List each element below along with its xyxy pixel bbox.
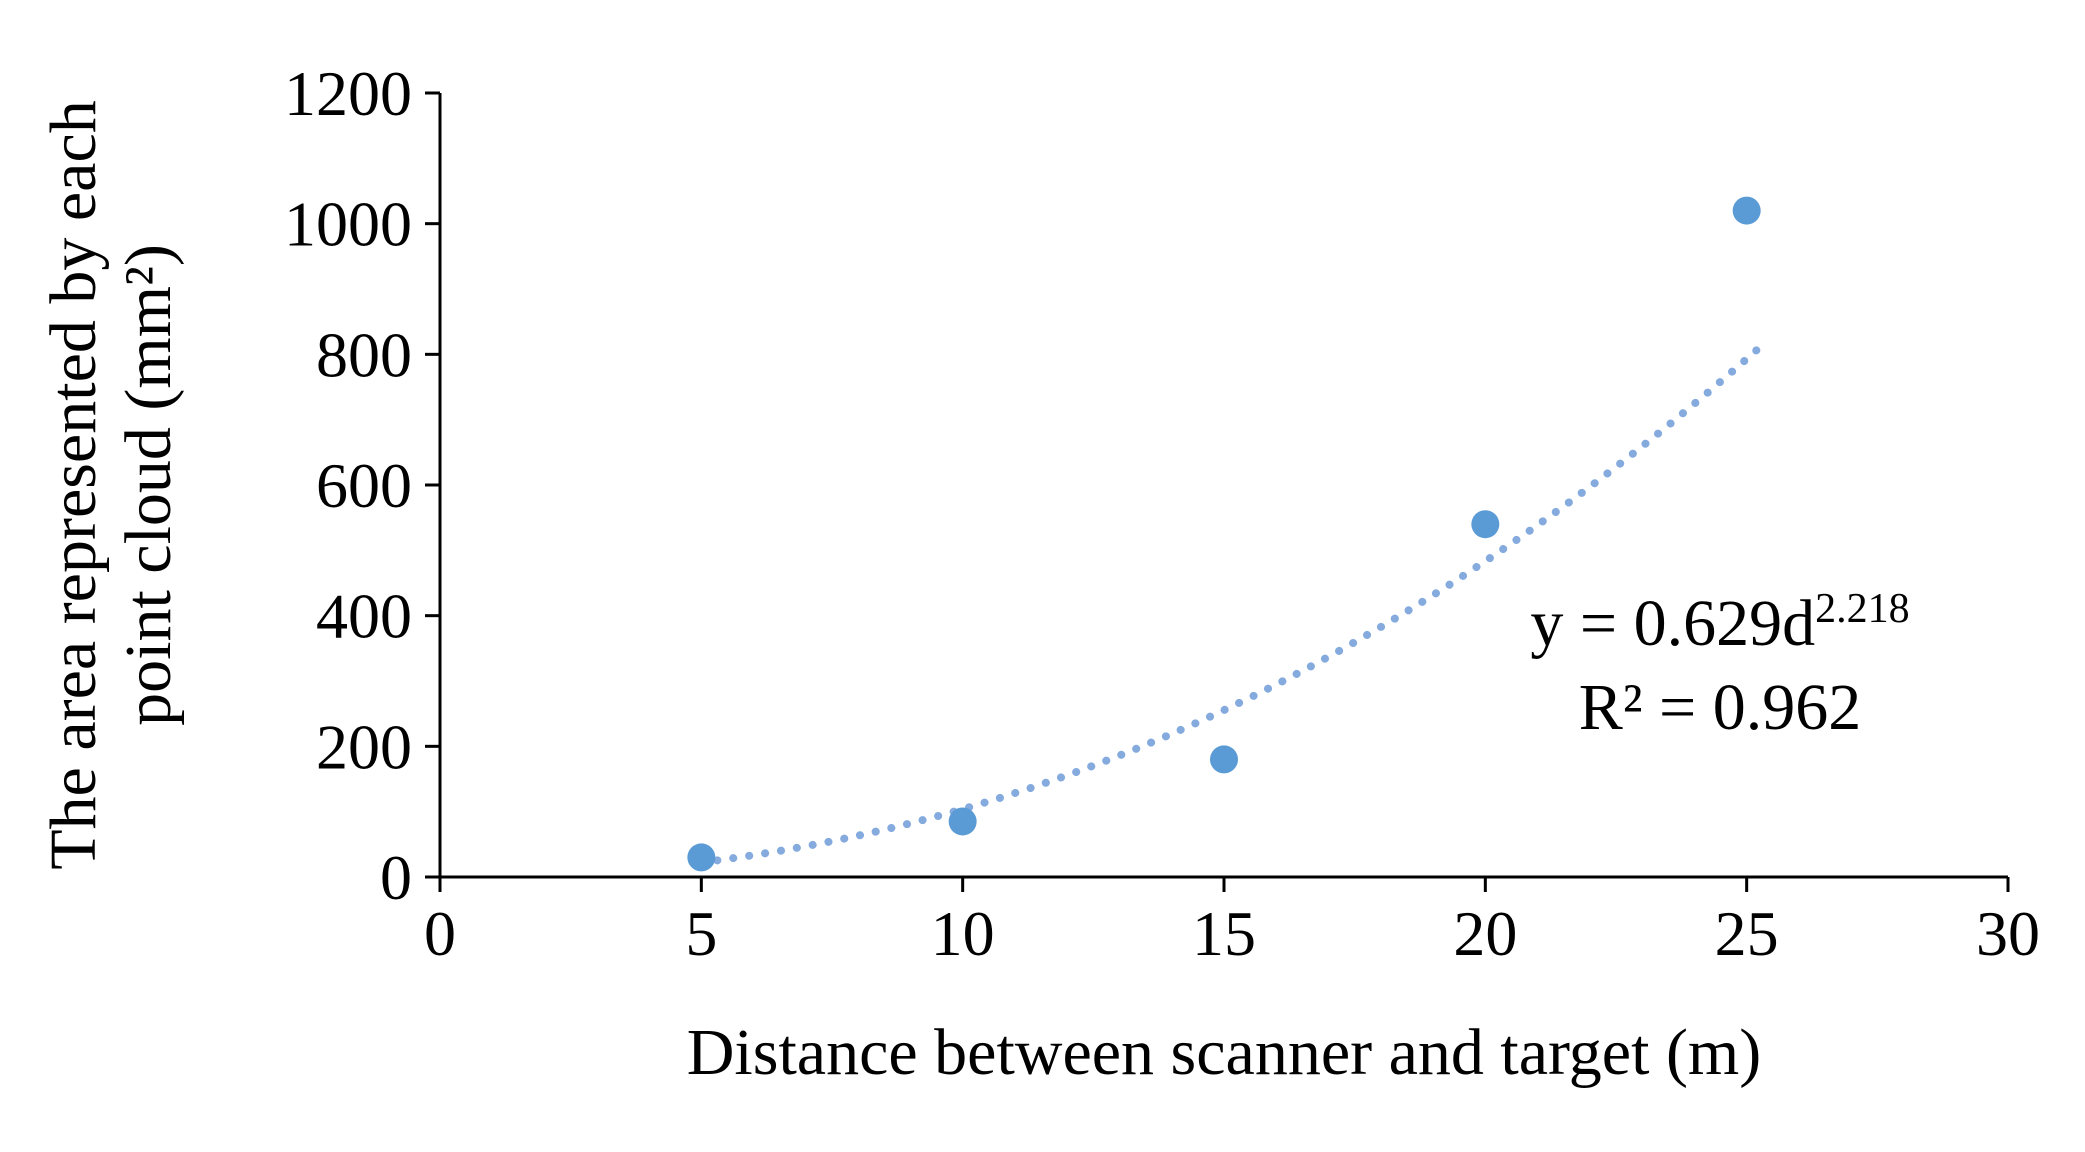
x-tick-label: 30 [1976, 898, 2040, 969]
trendline-equation-exponent: 2.218 [1815, 586, 1910, 632]
x-axis-title: Distance between scanner and target (m) [686, 1016, 1762, 1089]
x-tick-label: 0 [424, 898, 456, 969]
x-tick-label: 5 [685, 898, 717, 969]
data-point [948, 807, 977, 836]
data-point [1210, 745, 1238, 774]
y-tick-label: 800 [316, 319, 412, 390]
trendline-annotation: y = 0.629d2.218 R² = 0.962 [1400, 582, 2040, 751]
trendline-r-squared: R² = 0.962 [1578, 671, 1862, 745]
x-tick-label: 10 [931, 898, 995, 969]
x-tick-label: 20 [1453, 898, 1517, 969]
data-point [687, 843, 716, 872]
y-tick-label: 1200 [284, 58, 412, 129]
y-tick-label: 0 [380, 842, 412, 913]
y-tick-label: 400 [316, 581, 412, 652]
y-tick-label: 600 [316, 450, 412, 521]
y-tick-label: 1000 [284, 189, 412, 260]
data-point [1732, 196, 1761, 225]
trendline-equation-base: y = 0.629d [1530, 587, 1816, 660]
trendline [697, 345, 1762, 867]
x-tick-label: 25 [1715, 898, 1779, 969]
y-tick-label: 200 [316, 711, 412, 782]
data-point [1471, 510, 1500, 539]
x-tick-label: 15 [1192, 898, 1256, 969]
trendline-equation: y = 0.629d2.218 [1400, 582, 2040, 666]
